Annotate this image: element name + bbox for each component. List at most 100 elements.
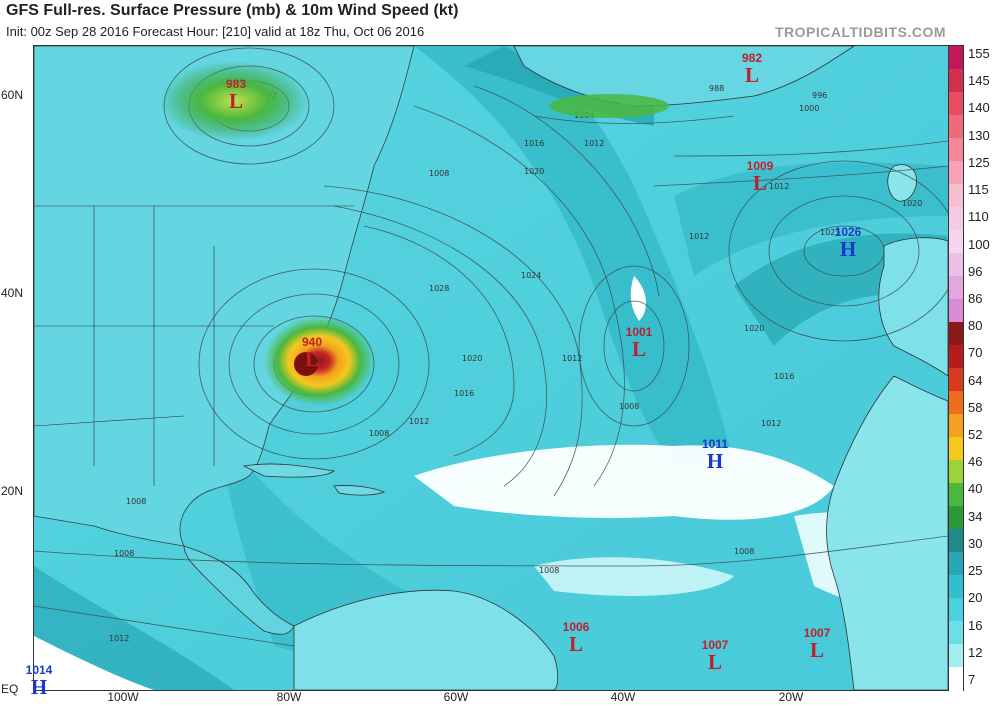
land-central-america <box>183 545 295 635</box>
isobar-label: 988 <box>709 84 724 93</box>
wind-band <box>34 566 234 690</box>
colorbar-segment <box>949 69 963 93</box>
colorbar-segment <box>949 253 963 277</box>
isobar-label: 1008 <box>734 547 754 556</box>
colorbar-tick-label: 7 <box>968 672 976 687</box>
isobar-label: 1008 <box>369 429 389 438</box>
colorbar-segment <box>949 391 963 415</box>
colorbar-tick-label: 96 <box>968 263 983 279</box>
colorbar-tick-label: 46 <box>968 454 983 470</box>
isobar-label: 1008 <box>539 566 559 575</box>
low-pressure-marker: 983 L <box>225 77 247 113</box>
high-pressure-marker: 1026 H <box>834 225 862 261</box>
colorbar-tick-label: 52 <box>968 427 983 443</box>
colorbar-segment <box>949 437 963 461</box>
colorbar-segment <box>949 483 963 507</box>
isobar-label: 1008 <box>114 549 134 558</box>
colorbar-tick-label: 140 <box>968 100 990 116</box>
colorbar-tick-label: 130 <box>968 127 990 143</box>
land-hispaniola <box>333 485 386 496</box>
colorbar-segment <box>949 161 963 185</box>
colorbar-tick-label: 58 <box>968 399 983 415</box>
high-pressure-marker: 1011 H <box>701 437 729 473</box>
isobar-label: 1012 <box>109 634 129 643</box>
low-pressure-marker: 1001 L <box>625 325 653 361</box>
colorbar-segment <box>949 667 963 691</box>
colorbar-tick-label: 125 <box>968 154 990 170</box>
colorbar-segment <box>949 115 963 139</box>
lon-label: 100W <box>107 690 139 704</box>
colorbar-tick-label: 100 <box>968 236 990 252</box>
high-pressure-marker: 1014 H <box>25 663 53 699</box>
isobar-label: 1008 <box>126 497 146 506</box>
low-pressure-marker: 1007 L <box>803 626 831 662</box>
lon-label: 40W <box>610 690 636 704</box>
colorbar-segment <box>949 506 963 530</box>
land-south-america <box>293 589 559 690</box>
colorbar-segment <box>949 345 963 369</box>
colorbar-tick-label: 12 <box>968 644 983 660</box>
hurricane-eye-region <box>294 352 318 376</box>
low-pressure-marker: 1006 L <box>562 620 590 656</box>
isobar-label: 1028 <box>429 284 449 293</box>
isobar-label: 1012 <box>761 419 781 428</box>
isobar-label: 1012 <box>409 417 429 426</box>
credit-watermark: TROPICALTIDBITS.COM <box>774 24 946 40</box>
isobar-label: 1000 <box>799 104 819 113</box>
wind-speed-colorbar <box>948 45 964 691</box>
low-pressure-marker: 982 L <box>741 51 763 87</box>
wind-core-hudson-low <box>159 61 309 141</box>
colorbar-segment <box>949 368 963 392</box>
colorbar-segment <box>949 529 963 553</box>
wind-core-greenland <box>549 94 669 118</box>
hurricane-low-marker: 940 L <box>301 335 323 371</box>
wind-band <box>414 46 734 466</box>
isobar-label: 1012 <box>584 139 604 148</box>
isobar-label: 1016 <box>524 139 544 148</box>
colorbar-segment <box>949 644 963 668</box>
land-north-america <box>34 46 415 547</box>
colorbar-tick-label: 25 <box>968 563 983 579</box>
colorbar-tick-label: 70 <box>968 345 983 361</box>
calm-region <box>534 557 734 596</box>
colorbar-tick-label: 16 <box>968 617 983 633</box>
lat-label: 40N <box>1 286 24 300</box>
isobar-label: 996 <box>812 91 827 100</box>
colorbar-tick-label: 110 <box>968 209 989 225</box>
boundaries <box>34 205 354 486</box>
lon-label: 60W <box>443 690 469 704</box>
wind-band <box>674 162 948 276</box>
land-africa <box>826 375 948 690</box>
colorbar-tick-label: 145 <box>968 73 990 89</box>
isobar-label: 1008 <box>429 169 449 178</box>
lat-label: EQ <box>1 682 19 696</box>
isobar-label: 1012 <box>562 354 582 363</box>
land-cuba <box>242 463 336 478</box>
colorbar-segment <box>949 184 963 208</box>
isobar-label: 1012 <box>769 182 789 191</box>
isobar-label: 1020 <box>902 199 922 208</box>
land-british-isles <box>887 164 917 202</box>
colorbar-tick-label: 115 <box>968 182 989 198</box>
colorbar-segment <box>949 138 963 162</box>
map-subtitle: Init: 00z Sep 28 2016 Forecast Hour: [21… <box>6 24 425 39</box>
isobar-label: 1016 <box>454 389 474 398</box>
low-pressure-marker: 1007 L <box>701 638 729 674</box>
lon-label: 20W <box>778 690 804 704</box>
colorbar-segment <box>949 276 963 300</box>
colorbar-tick-label: 34 <box>968 508 983 524</box>
colorbar-segment <box>949 92 963 116</box>
lon-label: 80W <box>276 690 302 704</box>
lat-label: 20N <box>1 484 24 498</box>
isobar-label: 1020 <box>744 324 764 333</box>
land-greenland <box>513 46 855 107</box>
colorbar-tick-label: 30 <box>968 535 983 551</box>
calm-region <box>414 444 834 520</box>
wind-pressure-map: 992 1004 1008 1012 1016 1020 1024 1028 9… <box>34 46 948 690</box>
colorbar-segment <box>949 299 963 323</box>
map-panel[interactable]: 992 1004 1008 1012 1016 1020 1024 1028 9… <box>33 45 949 691</box>
isobar-label: 1023 <box>820 228 840 237</box>
colorbar-tick-label: 80 <box>968 318 983 334</box>
colorbar-tick-label: 86 <box>968 290 983 306</box>
calm-region <box>34 636 154 690</box>
